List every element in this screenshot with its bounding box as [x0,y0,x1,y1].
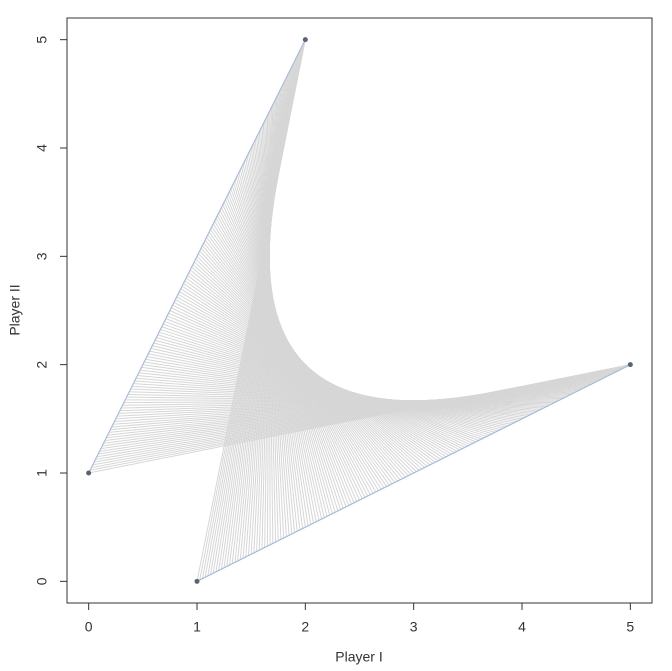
y-tick-label: 0 [34,577,50,585]
x-tick-label: 2 [301,619,309,635]
fan-segment [264,120,279,541]
y-axis-label: Player II [7,284,23,335]
x-tick-label: 1 [193,619,201,635]
fan-segment [250,147,306,528]
fan-segment [253,96,278,553]
fan-segment [265,118,277,543]
point [86,470,92,476]
fan-segment [242,164,323,520]
fan-segment [249,150,309,526]
point [627,362,633,368]
y-tick-label: 5 [34,36,50,44]
fan-segment [246,156,314,524]
fan-segment [253,142,301,530]
fan-segment [261,126,285,539]
fan-segment [252,145,304,529]
fan-segment [268,112,271,545]
x-tick-label: 4 [518,619,526,635]
fan-segment [239,169,328,517]
fan-segment [241,166,325,518]
fan-segment [258,131,290,536]
fan-segment [257,134,293,534]
fan-segment [254,139,298,532]
fan-segment [266,115,274,544]
edge [88,39,306,474]
fan-segment [245,158,317,522]
y-tick-label: 4 [34,144,50,152]
x-axis-label: Player I [335,649,382,665]
fan-segment [256,137,295,533]
x-tick-label: 0 [85,619,93,635]
fan-segment [247,153,312,525]
point [302,37,308,43]
fan-segment [247,91,281,556]
fan-segment [262,123,282,540]
x-tick-label: 5 [626,619,634,635]
x-tick-label: 3 [410,619,418,635]
y-tick-label: 2 [34,361,50,369]
plot-frame [66,17,653,604]
fan-segment [264,107,272,548]
fan-segment [258,101,275,551]
fan-segment [256,99,277,552]
fan-segment [261,104,274,549]
fan-segment [250,93,279,555]
fan-segment [243,161,320,521]
fan-segment [245,88,282,557]
y-tick-label: 3 [34,252,50,260]
fan-segment [196,39,306,582]
fan-segment [266,110,271,547]
fan-segment [260,129,287,537]
point [194,578,200,584]
y-tick-label: 1 [34,469,50,477]
edge [196,364,631,582]
